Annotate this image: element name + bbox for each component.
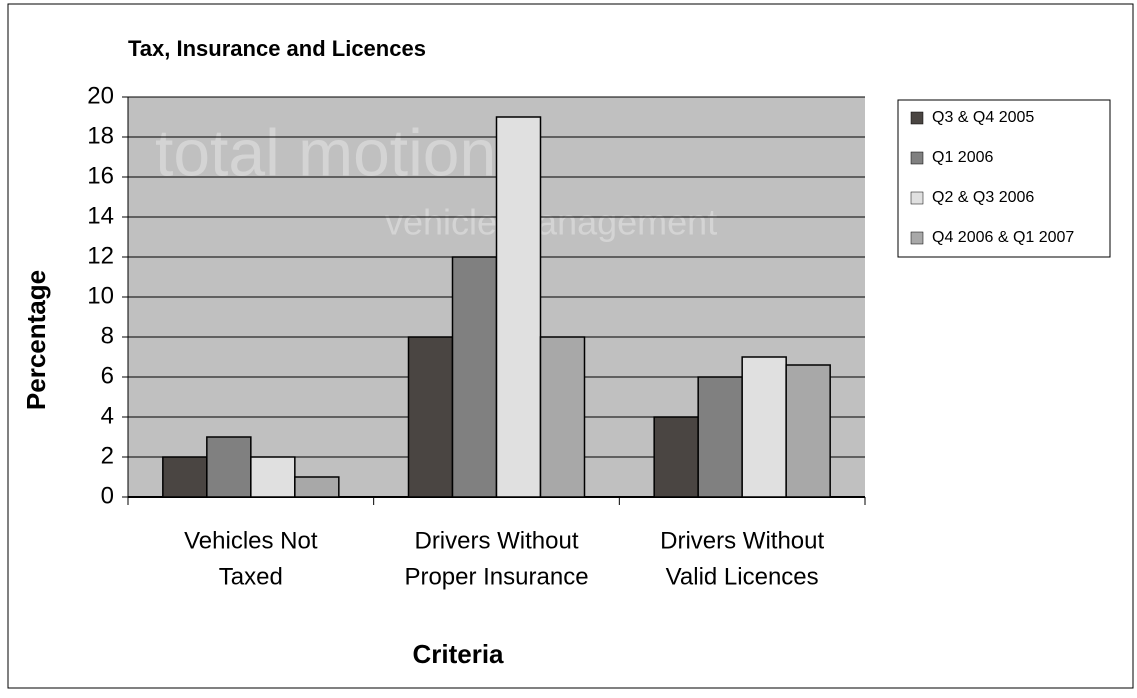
y-tick-label: 20	[87, 82, 114, 109]
bar	[206, 436, 252, 498]
legend-label: Q2 & Q3 2006	[932, 189, 1034, 206]
bar	[495, 116, 542, 498]
bar	[539, 336, 586, 498]
bar	[162, 456, 208, 498]
bar	[250, 456, 296, 498]
chart-title: Tax, Insurance and Licences	[128, 36, 426, 61]
y-tick-label: 18	[87, 122, 114, 149]
legend-swatch	[910, 231, 924, 245]
y-tick-label: 12	[87, 242, 114, 269]
x-tick-label: Valid Licences	[666, 563, 819, 590]
y-tick-label: 16	[87, 162, 114, 189]
y-tick-label: 0	[101, 482, 114, 509]
y-tick-label: 10	[87, 282, 114, 309]
legend-label: Q1 2006	[932, 149, 993, 166]
legend	[897, 99, 1111, 258]
bar	[407, 336, 454, 498]
bar	[697, 376, 743, 498]
bar	[785, 364, 831, 498]
watermark: vehicle management	[385, 202, 717, 243]
watermark: total motion	[155, 115, 496, 189]
y-tick-label: 8	[101, 322, 114, 349]
x-tick-label: Vehicles Not	[184, 527, 318, 554]
x-tick-label: Taxed	[219, 563, 283, 590]
y-tick-label: 2	[101, 442, 114, 469]
legend-label: Q4 2006 & Q1 2007	[932, 229, 1074, 246]
bar	[294, 476, 340, 498]
y-tick-label: 14	[87, 202, 114, 229]
y-tick-label: 4	[101, 402, 114, 429]
legend-label: Q3 & Q4 2005	[932, 109, 1034, 126]
y-axis-title: Percentage	[21, 270, 51, 410]
legend-swatch	[910, 151, 924, 165]
legend-swatch	[910, 111, 924, 125]
x-tick-label: Drivers Without	[660, 527, 824, 554]
bar	[653, 416, 699, 498]
bar	[741, 356, 787, 498]
x-tick-label: Drivers Without	[414, 527, 578, 554]
legend-swatch	[910, 191, 924, 205]
x-axis-title: Criteria	[412, 639, 504, 669]
y-tick-label: 6	[101, 362, 114, 389]
bar	[451, 256, 498, 498]
x-tick-label: Proper Insurance	[404, 563, 588, 590]
